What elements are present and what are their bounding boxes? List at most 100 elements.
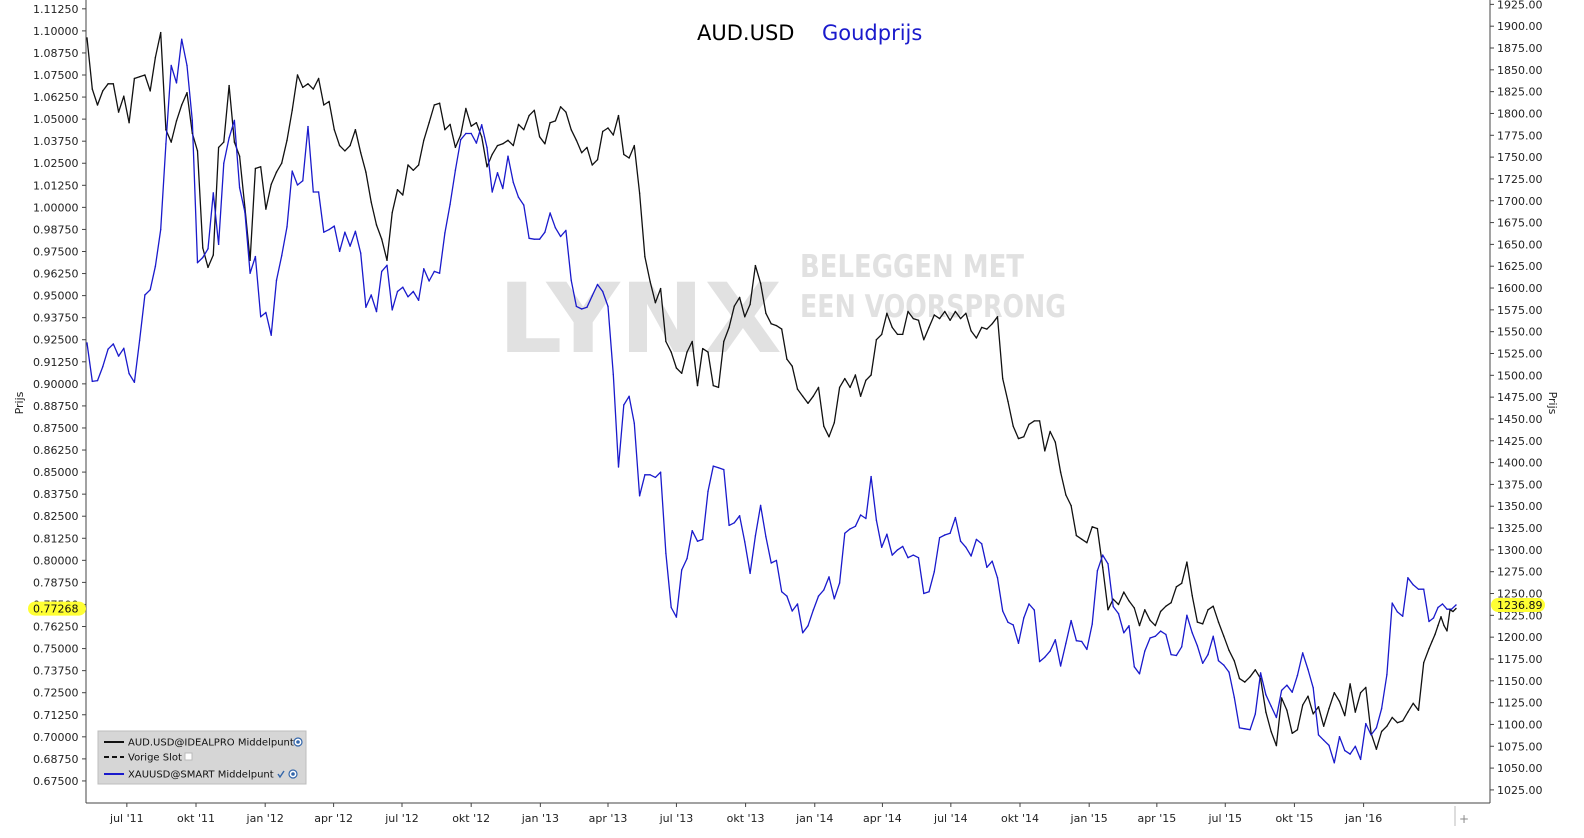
- data-point-xau: [675, 616, 678, 618]
- data-point-aud: [207, 266, 209, 269]
- data-point-xau: [1207, 653, 1209, 656]
- data-point-aud: [1065, 494, 1067, 496]
- data-point-aud: [333, 129, 335, 131]
- left-tick-label: 1.08750: [33, 47, 79, 60]
- data-point-xau: [728, 524, 730, 527]
- scroll-corner-button[interactable]: +: [1454, 806, 1469, 826]
- data-point-xau: [1275, 716, 1278, 719]
- legend-entry-xau[interactable]: XAUUSD@SMART Middelpunt: [104, 769, 298, 781]
- data-point-xau: [707, 490, 709, 493]
- data-point-aud: [1091, 526, 1093, 528]
- data-point-xau: [912, 554, 914, 556]
- legend-entry-vorige-slot[interactable]: Vorige Slot: [104, 752, 193, 764]
- right-tick-label: 1850.00: [1497, 64, 1543, 77]
- data-point-xau: [507, 155, 509, 157]
- globe-icon[interactable]: [293, 737, 303, 747]
- data-point-xau: [1086, 648, 1088, 651]
- x-tick-label: okt '14: [1001, 812, 1039, 825]
- data-point-aud: [412, 169, 414, 171]
- data-point-xau: [828, 576, 830, 578]
- data-point-aud: [323, 104, 325, 106]
- data-point-xau: [523, 204, 525, 206]
- plus-icon[interactable]: +: [1459, 812, 1469, 826]
- data-point-aud: [186, 92, 188, 94]
- data-point-aud: [523, 129, 525, 131]
- data-point-xau: [275, 279, 278, 281]
- globe-icon-2[interactable]: [288, 769, 298, 779]
- data-point-xau: [144, 294, 146, 296]
- data-point-aud: [475, 122, 478, 124]
- right-tick-label: 1275.00: [1497, 566, 1543, 579]
- data-point-aud: [349, 144, 351, 147]
- data-point-aud: [923, 339, 925, 341]
- right-tick-label: 1450.00: [1497, 413, 1543, 426]
- left-tick-label: 0.71250: [33, 709, 79, 722]
- data-point-aud: [1312, 713, 1314, 715]
- data-point-xau: [307, 125, 309, 128]
- data-point-xau: [775, 559, 778, 562]
- right-tick-label: 1825.00: [1497, 86, 1543, 99]
- legend-entry-aud[interactable]: AUD.USD@IDEALPRO Middelpunt: [104, 737, 303, 749]
- data-point-aud: [696, 384, 699, 387]
- data-point-xau: [886, 533, 888, 535]
- data-point-aud: [444, 129, 446, 131]
- data-point-xau: [344, 231, 346, 233]
- data-point-xau: [528, 237, 530, 239]
- data-point-xau: [765, 536, 767, 538]
- data-point-xau: [1202, 662, 1204, 664]
- data-point-xau: [138, 339, 141, 342]
- data-point-aud: [1254, 669, 1257, 671]
- data-point-xau: [512, 181, 514, 184]
- data-point-xau: [517, 196, 520, 198]
- right-tick-label: 1300.00: [1497, 544, 1543, 557]
- data-point-aud: [1440, 616, 1442, 618]
- data-point-xau: [870, 475, 872, 478]
- data-point-aud: [902, 333, 904, 336]
- data-point-aud: [191, 132, 193, 134]
- data-point-xau: [260, 316, 262, 318]
- data-point-aud: [749, 303, 751, 306]
- data-point-aud: [1096, 527, 1099, 530]
- data-point-xau: [1070, 619, 1072, 622]
- data-point-xau: [181, 38, 183, 40]
- data-point-aud: [981, 326, 983, 329]
- legend-label-xau: XAUUSD@SMART Middelpunt: [128, 770, 274, 781]
- x-tick-label: jul '12: [384, 812, 419, 825]
- data-point-aud: [396, 189, 399, 191]
- data-point-aud: [665, 340, 667, 343]
- data-point-aud: [1049, 430, 1051, 433]
- left-tick-label: 0.95000: [33, 290, 79, 303]
- data-point-aud: [591, 164, 593, 166]
- data-point-aud: [1238, 677, 1241, 680]
- data-point-aud: [302, 86, 304, 89]
- right-tick-label: 1875.00: [1497, 42, 1543, 55]
- data-point-xau: [1181, 646, 1183, 648]
- data-point-xau: [702, 538, 704, 541]
- data-point-aud: [975, 337, 978, 339]
- data-point-aud: [160, 31, 162, 34]
- data-point-aud: [875, 339, 878, 341]
- data-point-aud: [1086, 542, 1088, 544]
- data-point-xau: [996, 577, 999, 579]
- data-point-xau: [959, 540, 962, 542]
- data-point-aud: [949, 319, 951, 321]
- data-point-aud: [849, 386, 851, 389]
- data-point-xau: [1149, 637, 1151, 639]
- check-icon[interactable]: [277, 770, 285, 779]
- data-point-aud: [291, 109, 293, 112]
- checkbox-empty-icon[interactable]: [184, 752, 193, 761]
- data-point-xau: [907, 557, 909, 559]
- data-point-xau: [623, 404, 625, 406]
- data-point-aud: [581, 152, 583, 154]
- data-point-xau: [249, 272, 251, 274]
- data-point-xau: [875, 519, 878, 521]
- data-point-aud: [328, 100, 330, 103]
- left-tick-label: 0.86250: [33, 444, 79, 457]
- data-point-aud: [460, 134, 462, 136]
- data-point-aud: [896, 333, 899, 336]
- right-tick-label: 1325.00: [1497, 522, 1543, 535]
- data-point-xau: [1144, 650, 1146, 652]
- data-point-xau: [1323, 739, 1325, 741]
- data-point-xau: [438, 272, 441, 274]
- data-point-aud: [1417, 709, 1420, 711]
